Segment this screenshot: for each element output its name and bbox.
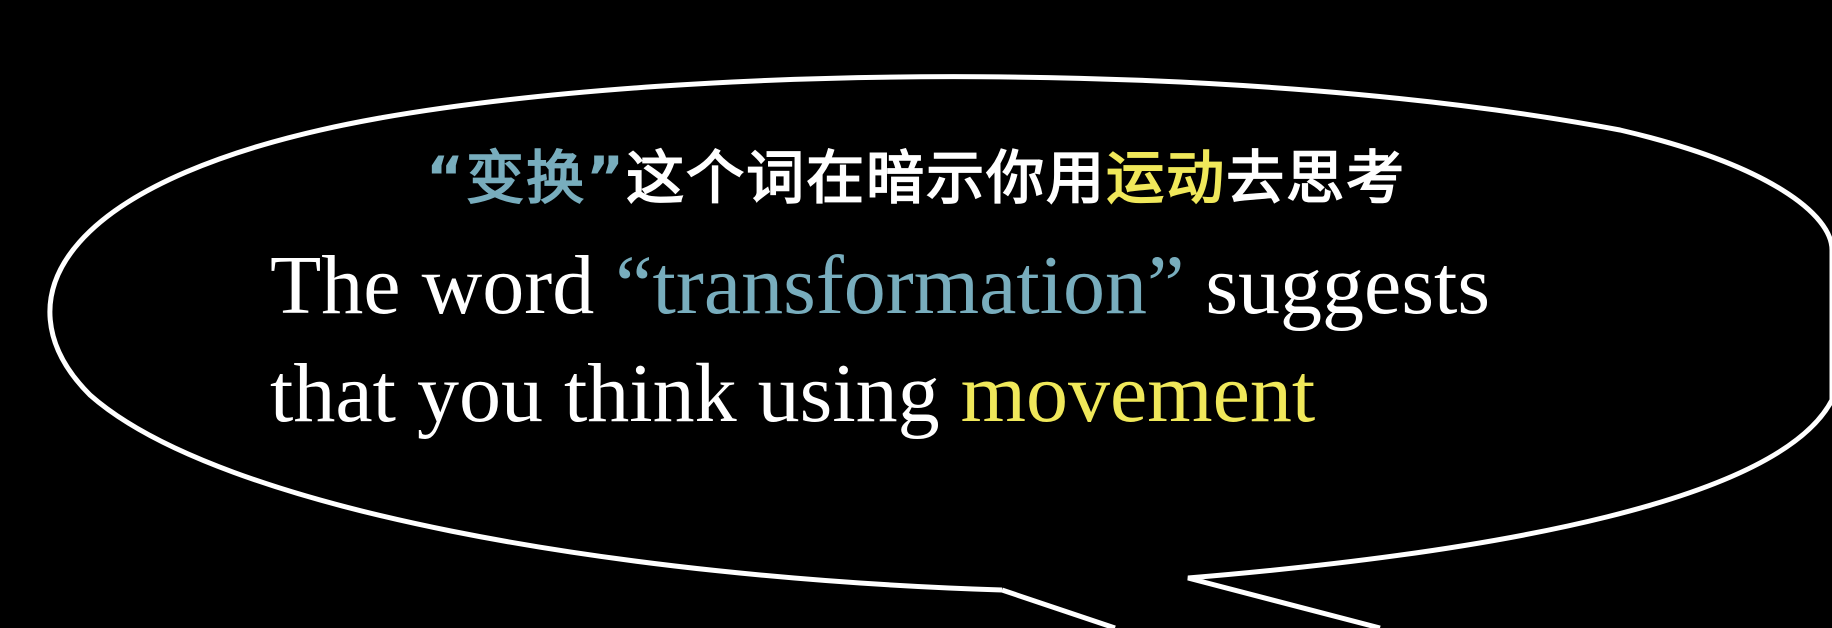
zh-quote-close: ”	[585, 144, 627, 212]
en-keyword-movement: movement	[960, 347, 1316, 440]
english-subtitle-line-2: that you think using movement	[270, 344, 1315, 444]
zh-keyword-movement: 运动	[1106, 144, 1227, 212]
en-quote-open: “	[615, 239, 653, 332]
english-subtitle-line-1: The word “transformation” suggests	[270, 236, 1490, 336]
en-term-transformation: transformation	[652, 239, 1148, 332]
speech-bubble-outline	[47, 74, 1832, 628]
zh-end-text: 去思考	[1226, 144, 1407, 212]
en-line2-prefix: that you think using	[270, 347, 961, 440]
zh-quote-open: “	[425, 144, 466, 212]
zh-term-transformation: 变换	[465, 144, 586, 212]
en-line1-suffix: suggests	[1184, 239, 1491, 332]
en-line1-prefix: The word	[270, 239, 616, 332]
chinese-subtitle: “变换”这个词在暗示你用运动去思考	[0, 138, 1832, 218]
en-quote-close: ”	[1147, 239, 1185, 332]
speech-bubble-tail-left	[1001, 587, 1116, 628]
zh-middle-text: 这个词在暗示你用	[626, 144, 1107, 212]
